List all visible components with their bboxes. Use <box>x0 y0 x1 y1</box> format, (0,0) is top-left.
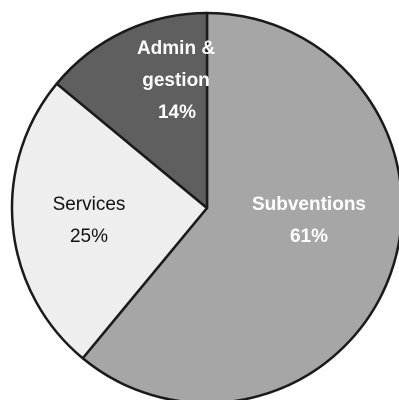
pie-slices <box>10 11 399 400</box>
slice-value-subventions: 61% <box>290 226 328 247</box>
slice-label-admin-gestion: Admin & gestion <box>137 38 215 91</box>
slice-label-subventions: Subventions <box>252 194 366 215</box>
slice-label-services: Services <box>53 194 126 215</box>
pie-slice-subventions <box>81 11 399 400</box>
pie-slice-services <box>10 82 209 360</box>
slice-value-admin-gestion: 14% <box>158 102 196 123</box>
slice-value-services: 25% <box>70 226 108 247</box>
pie-slice-admin-gestion <box>55 11 209 210</box>
